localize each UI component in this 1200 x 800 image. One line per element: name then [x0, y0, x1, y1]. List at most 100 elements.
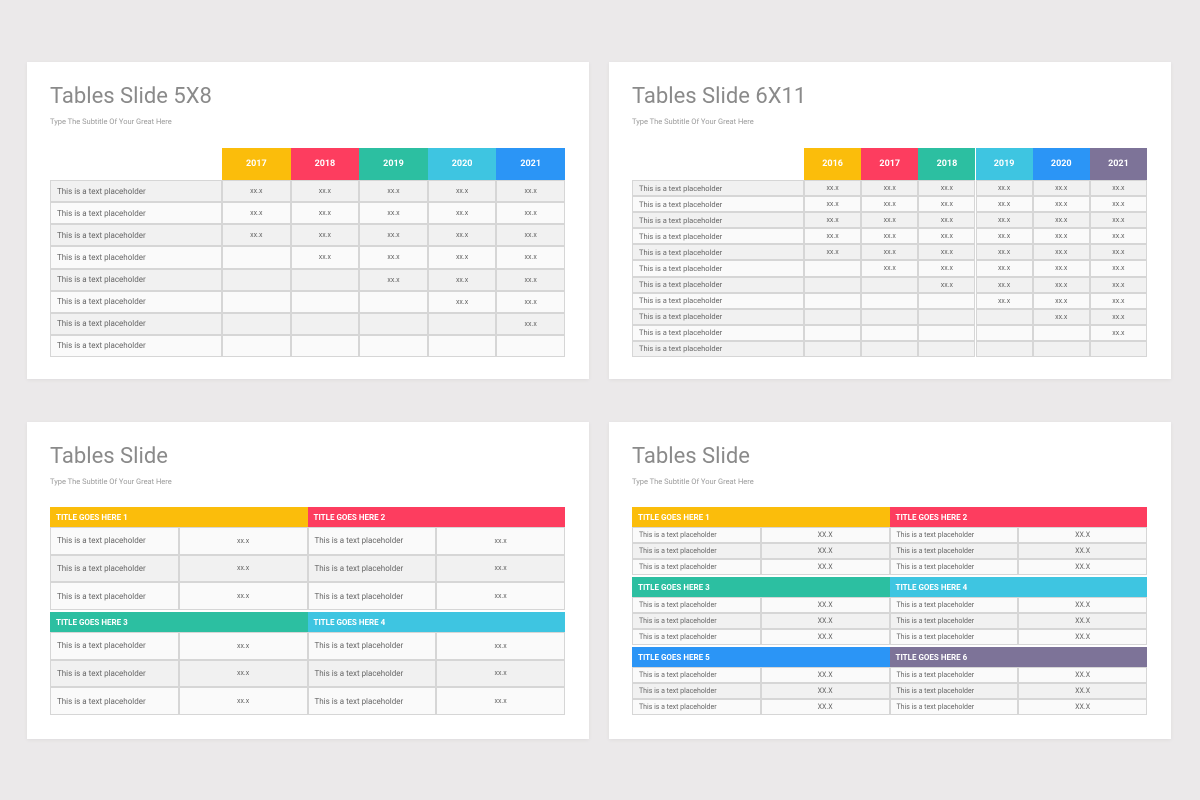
table-cell: XX.X: [1018, 683, 1147, 699]
table-cell: xx.x: [436, 687, 565, 715]
table-cell: xx.x: [359, 246, 428, 269]
table-cell: [918, 308, 976, 325]
column-header: 2020: [1032, 148, 1090, 180]
table-cell: [1032, 340, 1090, 357]
table-cell: [804, 276, 862, 293]
table-cell: xx.x: [975, 244, 1033, 261]
row-label: This is a text placeholder: [632, 629, 761, 645]
table-cell: XX.X: [760, 597, 890, 613]
table-cell: [359, 312, 428, 335]
table-cell: xx.x: [436, 527, 565, 555]
row-label: This is a text placeholder: [307, 554, 437, 583]
table-cell: xx.x: [427, 290, 497, 313]
group-header: TITLE GOES HERE 1: [50, 507, 308, 527]
table-cell: [861, 308, 919, 325]
row-label: This is a text placeholder: [50, 334, 222, 357]
table-cell: xx.x: [290, 246, 360, 269]
table-cell: xx.x: [359, 268, 428, 291]
row-label: This is a text placeholder: [307, 582, 437, 610]
table-cell: [861, 324, 919, 341]
table-cell: xx.x: [918, 180, 976, 197]
table-cell: [359, 334, 428, 357]
table-cell: xx.x: [359, 202, 428, 225]
table-cell: xx.x: [918, 196, 976, 213]
row-label: This is a text placeholder: [889, 527, 1019, 543]
table-cell: xx.x: [975, 196, 1033, 213]
table-cell: XX.X: [1018, 597, 1147, 613]
table-cell: xx.x: [178, 554, 308, 583]
table-cell: xx.x: [496, 180, 565, 203]
group-header: TITLE GOES HERE 5: [632, 647, 890, 667]
table-cell: xx.x: [918, 244, 976, 261]
row-label: This is a text placeholder: [50, 659, 179, 688]
table-cell: xx.x: [804, 212, 862, 229]
table-cell: xx.x: [222, 224, 291, 247]
table-cell: [1089, 340, 1147, 357]
row-label: This is a text placeholder: [632, 559, 761, 575]
table-cell: xx.x: [975, 292, 1033, 309]
table-cell: [861, 292, 919, 309]
table-cell: xx.x: [359, 224, 428, 247]
table-cell: xx.x: [178, 632, 308, 660]
table-cell: xx.x: [975, 180, 1033, 197]
table-cell: xx.x: [427, 180, 497, 203]
column-header: 2018: [918, 148, 976, 180]
table-cell: xx.x: [1032, 196, 1090, 213]
table-cell: xx.x: [1032, 292, 1090, 309]
table-cell: XX.X: [1018, 527, 1147, 543]
table-cell: XX.X: [1018, 629, 1147, 645]
table-cell: XX.X: [760, 543, 890, 559]
table-cell: xx.x: [1032, 276, 1090, 293]
table-cell: xx.x: [496, 224, 565, 247]
table-cell: [918, 324, 976, 341]
table-cell: xx.x: [1089, 260, 1147, 277]
table-cell: [861, 340, 919, 357]
table-cell: [975, 340, 1033, 357]
table-cell: XX.X: [760, 629, 890, 645]
table-cell: XX.X: [760, 559, 890, 575]
table-cell: xx.x: [1089, 180, 1147, 197]
table-cell: xx.x: [496, 268, 565, 291]
slide-title: Tables Slide 6X11: [632, 84, 807, 109]
row-label: This is a text placeholder: [50, 687, 179, 715]
column-header: 2018: [290, 148, 360, 180]
group-header: TITLE GOES HERE 6: [889, 647, 1147, 667]
table-cell: xx.x: [427, 224, 497, 247]
table-cell: xx.x: [975, 212, 1033, 229]
slide-card: Tables Slide Type The Subtitle Of Your Gr…: [609, 422, 1171, 739]
table-cell: XX.X: [760, 527, 890, 543]
table-cell: xx.x: [975, 228, 1033, 245]
table-cell: xx.x: [1032, 308, 1090, 325]
table-cell: xx.x: [1089, 196, 1147, 213]
table-cell: xx.x: [290, 202, 360, 225]
slide-subtitle: Type The Subtitle Of Your Great Here: [50, 477, 172, 486]
row-label: This is a text placeholder: [632, 613, 761, 629]
table-cell: [290, 334, 360, 357]
row-label: This is a text placeholder: [632, 324, 804, 341]
table-cell: xx.x: [290, 180, 360, 203]
row-label: This is a text placeholder: [889, 613, 1019, 629]
table-cell: xx.x: [1089, 276, 1147, 293]
table-cell: xx.x: [861, 244, 919, 261]
table-cell: xx.x: [427, 202, 497, 225]
group-header: TITLE GOES HERE 1: [632, 507, 890, 527]
column-header: 2017: [222, 148, 291, 180]
row-label: This is a text placeholder: [889, 629, 1019, 645]
table-cell: [918, 340, 976, 357]
group-header: TITLE GOES HERE 3: [50, 612, 308, 632]
slide-subtitle: Type The Subtitle Of Your Great Here: [50, 117, 172, 126]
slide-title: Tables Slide 5X8: [50, 84, 212, 109]
row-label: This is a text placeholder: [632, 212, 804, 229]
row-label: This is a text placeholder: [50, 180, 222, 203]
table-cell: xx.x: [290, 224, 360, 247]
slide-card: Tables Slide 6X11 Type The Subtitle Of Yo…: [609, 62, 1171, 379]
table-cell: XX.X: [1018, 667, 1147, 683]
table-cell: xx.x: [178, 527, 308, 555]
table-cell: xx.x: [178, 687, 308, 715]
table-cell: xx.x: [436, 659, 565, 688]
slide-title: Tables Slide: [632, 444, 750, 469]
slide-card: Tables Slide Type The Subtitle Of Your Gr…: [27, 422, 589, 739]
group-header: TITLE GOES HERE 4: [889, 577, 1147, 597]
table-cell: XX.X: [760, 667, 890, 683]
row-label: This is a text placeholder: [889, 543, 1019, 559]
